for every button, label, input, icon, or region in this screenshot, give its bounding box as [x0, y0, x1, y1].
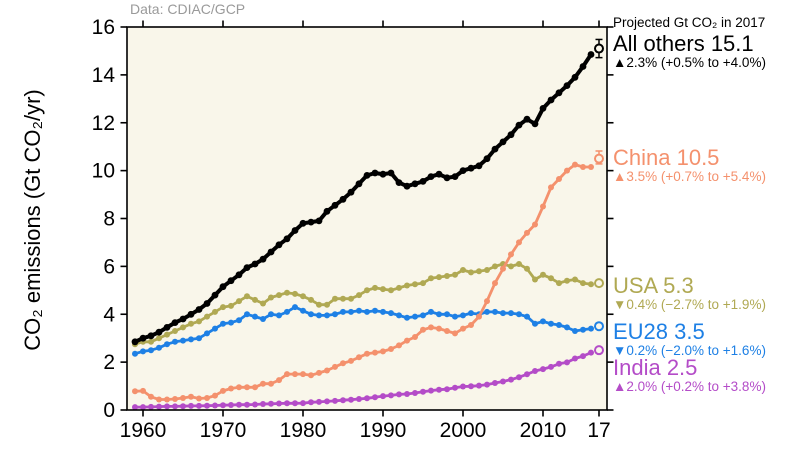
projection-annotations: Projected Gt CO₂ in 2017 All others 15.1… [613, 0, 799, 450]
series-usa [132, 261, 604, 348]
annotation-change: ▼0.2% (−2.0% to +1.6%) [613, 343, 766, 358]
x-tick-label: 1960 [120, 419, 167, 442]
annotation-title: USA 5.3 [613, 273, 694, 298]
y-tick-label: 0 [103, 399, 115, 422]
projection-marker-india [594, 345, 604, 356]
plot-background [127, 27, 607, 410]
y-tick-label: 16 [92, 16, 115, 39]
axis-tick-labels: 1960 1970 1980 1990 2000 2010 17 0 2 4 6 8 10 12 14 16 [92, 16, 611, 442]
projection-marker-china [594, 150, 604, 165]
y-tick-label: 8 [103, 208, 115, 231]
annotation-title: India 2.5 [613, 355, 698, 380]
annotation-title: EU28 3.5 [613, 319, 705, 344]
y-tick-label: 6 [103, 255, 115, 278]
plot-frame [126, 26, 608, 411]
annotation-change: ▲2.3% (+0.5% to +4.0%) [613, 55, 766, 70]
series-eu28 [132, 304, 604, 357]
annotation-china: China 10.5 ▲3.5% (+0.7% to +5.4%) [613, 145, 766, 185]
x-tick-label: 1990 [360, 419, 407, 442]
y-axis-title: CO₂ emissions (Gt CO₂/yr) [20, 89, 45, 351]
x-tick-label: 2010 [520, 419, 567, 442]
x-tick-label: 1980 [280, 419, 327, 442]
annotation-change: ▲3.5% (+0.7% to +5.4%) [613, 169, 766, 184]
series-all-others [131, 38, 604, 346]
annotation-title: China 10.5 [613, 145, 720, 170]
y-tick-label: 14 [92, 64, 116, 87]
annotation-india: India 2.5 ▲2.0% (+0.2% to +3.8%) [613, 355, 766, 395]
x-tick-label: 2000 [440, 419, 487, 442]
projection-header: Projected Gt CO₂ in 2017 [613, 15, 766, 30]
y-tick-label: 4 [103, 303, 115, 326]
projection-marker-all-others [594, 38, 604, 59]
data-source-note: Data: CDIAC/GCP [130, 1, 246, 17]
x-tick-label: 17 [587, 419, 610, 442]
annotation-all-others: All others 15.1 ▲2.3% (+0.5% to +4.0%) [613, 31, 766, 71]
annotation-usa: USA 5.3 ▼0.4% (−2.7% to +1.9%) [613, 273, 766, 313]
x-tick-label: 1970 [200, 419, 247, 442]
annotation-change: ▲2.0% (+0.2% to +3.8%) [613, 379, 766, 394]
annotation-title: All others 15.1 [613, 31, 754, 56]
projection-marker-usa [594, 278, 604, 289]
annotation-eu28: EU28 3.5 ▼0.2% (−2.0% to +1.6%) [613, 319, 766, 359]
series-india [132, 345, 604, 411]
y-tick-label: 12 [92, 112, 115, 135]
series-china [132, 150, 604, 403]
y-tick-label: 2 [103, 351, 115, 374]
y-tick-label: 10 [92, 160, 115, 183]
annotation-change: ▼0.4% (−2.7% to +1.9%) [613, 297, 766, 312]
projection-marker-eu28 [594, 321, 604, 332]
axis-ticks [120, 20, 614, 417]
